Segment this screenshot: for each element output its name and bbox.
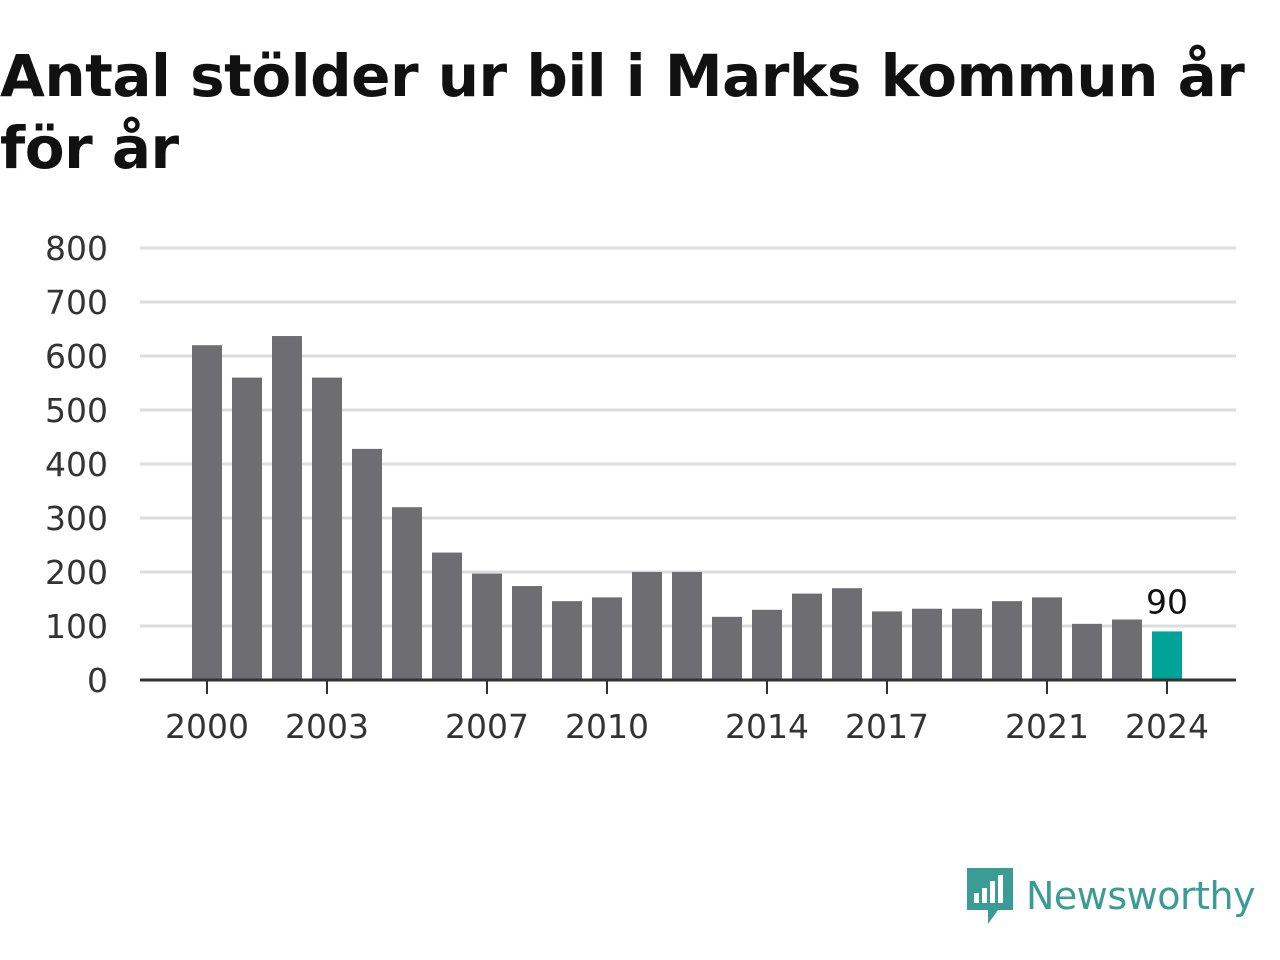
- bar-2014[interactable]: [752, 609, 782, 680]
- bar-2007[interactable]: [472, 573, 502, 680]
- newsworthy-logo-icon: [967, 868, 1013, 924]
- y-tick-label: 800: [45, 229, 108, 268]
- x-tick-label: 2007: [445, 707, 529, 746]
- newsworthy-brand[interactable]: Newsworthy: [964, 864, 1256, 928]
- x-tick-label: 2024: [1125, 707, 1209, 746]
- bar-2011[interactable]: [632, 572, 662, 680]
- y-tick-label: 200: [45, 553, 108, 592]
- y-tick-label: 700: [45, 283, 108, 322]
- bar-2018[interactable]: [912, 608, 942, 680]
- bar-2021[interactable]: [1032, 597, 1062, 680]
- bar-2003[interactable]: [312, 377, 342, 680]
- y-tick-label: 0: [87, 661, 108, 700]
- data-labels: 90: [1146, 582, 1188, 621]
- bars: [192, 336, 1182, 680]
- x-tick-label: 2021: [1005, 707, 1089, 746]
- y-tick-label: 600: [45, 337, 108, 376]
- bar-2024[interactable]: [1152, 631, 1182, 680]
- bar-2019[interactable]: [952, 608, 982, 680]
- bar-2009[interactable]: [552, 601, 582, 680]
- x-tick-label: 2010: [565, 707, 649, 746]
- x-axis: 2000 2003 2007 2010 2014 2017 2021 2024: [140, 678, 1236, 746]
- bar-2002[interactable]: [272, 336, 302, 680]
- bar-2016[interactable]: [832, 588, 862, 680]
- bar-2006[interactable]: [432, 552, 462, 680]
- y-axis: 0 100 200 300 400 500 600 700 800: [45, 229, 108, 700]
- x-tick-label: 2000: [165, 707, 249, 746]
- bar-2020[interactable]: [992, 601, 1022, 680]
- grid-lines: [140, 246, 1236, 628]
- bar-2010[interactable]: [592, 597, 622, 680]
- x-tick-label: 2017: [845, 707, 929, 746]
- y-tick-label: 500: [45, 391, 108, 430]
- bar-2012[interactable]: [672, 572, 702, 680]
- y-tick-label: 400: [45, 445, 108, 484]
- x-tick-label: 2014: [725, 707, 809, 746]
- bar-2017[interactable]: [872, 611, 902, 680]
- data-label-highlight: 90: [1146, 582, 1188, 621]
- x-tick-label: 2003: [285, 707, 369, 746]
- bar-2015[interactable]: [792, 593, 822, 680]
- y-tick-label: 100: [45, 607, 108, 646]
- bar-2023[interactable]: [1112, 619, 1142, 680]
- bar-2001[interactable]: [232, 377, 262, 680]
- bar-2004[interactable]: [352, 448, 382, 680]
- brand-name: Newsworthy: [1026, 874, 1256, 918]
- bar-2000[interactable]: [192, 345, 222, 680]
- bar-2013[interactable]: [712, 616, 742, 680]
- bar-2008[interactable]: [512, 586, 542, 680]
- bar-2022[interactable]: [1072, 623, 1102, 680]
- y-tick-label: 300: [45, 499, 108, 538]
- chart-title: Antal stölder ur bil i Marks kommun år f…: [0, 42, 1245, 182]
- bar-2005[interactable]: [392, 507, 422, 680]
